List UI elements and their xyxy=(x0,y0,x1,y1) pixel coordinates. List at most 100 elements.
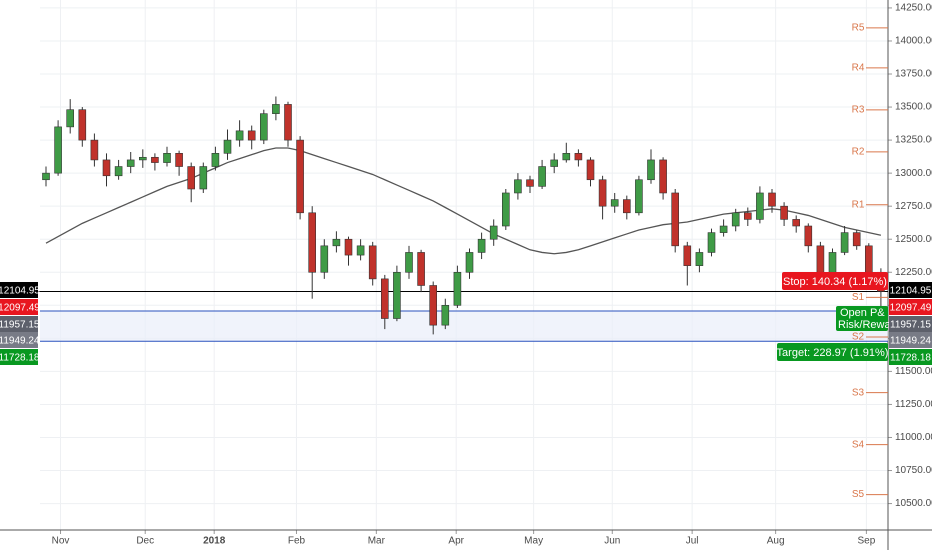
candle-body xyxy=(429,285,438,326)
y-tick-label: 12500.00 xyxy=(895,234,932,245)
x-tick-label: Sep xyxy=(857,536,875,547)
candle-body xyxy=(780,205,788,220)
candle-body xyxy=(768,192,776,207)
x-tick-label: May xyxy=(524,536,543,547)
target-label-box xyxy=(777,343,888,361)
pivot-label: R4 xyxy=(852,63,865,74)
y-tick-label: 11250.00 xyxy=(895,399,932,410)
y-tick-label: 10500.00 xyxy=(895,498,932,509)
candle-body xyxy=(852,232,861,247)
price-label: 11957.15 xyxy=(0,320,40,331)
candle-body xyxy=(42,172,50,181)
candle-body xyxy=(344,238,353,256)
candle-body xyxy=(647,159,655,181)
candle-body xyxy=(66,109,74,128)
x-tick-label: Nov xyxy=(52,536,70,547)
candle-body xyxy=(320,245,329,273)
candle-body xyxy=(659,159,667,194)
pnl-box xyxy=(836,306,888,331)
pivot-label: R5 xyxy=(852,23,865,34)
price-label: 11957.15 xyxy=(890,320,931,331)
candle-body xyxy=(441,305,450,326)
price-label-box xyxy=(0,349,38,365)
candle-body xyxy=(126,159,135,167)
target-label: Target: 228.97 (1.91%) xyxy=(777,347,889,359)
candle-body xyxy=(405,252,413,273)
candle-body xyxy=(526,179,534,187)
pivot-label: S1 xyxy=(852,292,865,303)
candle-body xyxy=(514,179,522,194)
y-tick-label: 11000.00 xyxy=(895,432,932,443)
candle-body xyxy=(78,109,87,141)
candle-body xyxy=(477,238,486,253)
candle-body xyxy=(356,245,365,256)
candle-body xyxy=(247,130,256,141)
candle-body xyxy=(792,219,801,227)
candle-body xyxy=(380,278,389,319)
x-tick-label: Jun xyxy=(604,536,620,547)
pivot-label: S2 xyxy=(852,332,865,343)
candle-body xyxy=(707,232,716,253)
candle-body xyxy=(743,212,752,220)
price-label: 12104.95 xyxy=(890,286,932,297)
candle-body xyxy=(574,153,583,161)
candle-body xyxy=(550,159,559,167)
candle-body xyxy=(199,166,208,190)
target-zone xyxy=(40,310,888,342)
candle-body xyxy=(598,179,607,207)
y-tick-label: 12750.00 xyxy=(895,201,932,212)
y-tick-label: 14000.00 xyxy=(895,36,932,47)
pivot-label: S4 xyxy=(852,439,865,450)
candle-body xyxy=(671,192,680,247)
candle-body xyxy=(308,212,317,273)
x-tick-label: Dec xyxy=(136,536,154,547)
candle-body xyxy=(163,153,171,163)
price-label-box xyxy=(889,349,932,365)
candle-body xyxy=(864,245,873,273)
pivot-label: R2 xyxy=(852,147,865,158)
candle-body xyxy=(393,271,401,319)
candle-body xyxy=(622,199,631,214)
price-label-box xyxy=(0,332,38,348)
x-tick-label: Aug xyxy=(767,536,785,547)
candle-body xyxy=(610,199,619,207)
price-label-box xyxy=(0,316,38,332)
candle-body xyxy=(235,130,244,141)
candle-body xyxy=(223,139,232,154)
candle-body xyxy=(332,238,341,247)
y-tick-label: 13500.00 xyxy=(895,102,932,113)
rr-label: Risk/Rewar xyxy=(838,319,895,331)
candle-body xyxy=(635,179,643,214)
y-tick-label: 13000.00 xyxy=(895,168,932,179)
candle-body xyxy=(259,113,268,141)
y-tick-label: 11500.00 xyxy=(895,366,932,377)
candle-body xyxy=(211,153,220,167)
candle-body xyxy=(562,153,571,161)
candle-body xyxy=(296,139,304,214)
stop-label-box xyxy=(782,272,888,290)
candle-body xyxy=(489,225,498,240)
candle-body xyxy=(187,166,195,190)
pivot-label: S3 xyxy=(852,387,865,398)
price-label-box xyxy=(0,299,38,315)
pivot-label: R1 xyxy=(852,199,865,210)
candle-body xyxy=(151,156,159,163)
pivot-label: S5 xyxy=(852,489,865,500)
candle-body xyxy=(828,252,837,273)
x-tick-label: Apr xyxy=(448,536,464,547)
x-tick-label: 2018 xyxy=(203,536,226,547)
y-tick-label: 10750.00 xyxy=(895,465,932,476)
price-label: 11949.24 xyxy=(890,336,931,347)
price-label: 11949.24 xyxy=(0,336,40,347)
x-tick-label: Jul xyxy=(686,536,699,547)
price-label-box xyxy=(889,332,932,348)
stop-label: Stop: 140.34 (1.17%) xyxy=(783,276,887,288)
candle-body xyxy=(683,245,692,266)
price-label-box xyxy=(889,316,932,332)
y-tick-label: 13750.00 xyxy=(895,69,932,80)
price-label-box xyxy=(889,299,932,315)
candle-body xyxy=(175,153,183,167)
candle-body xyxy=(586,159,595,181)
candle-body xyxy=(453,271,462,306)
candle-body xyxy=(139,156,147,161)
